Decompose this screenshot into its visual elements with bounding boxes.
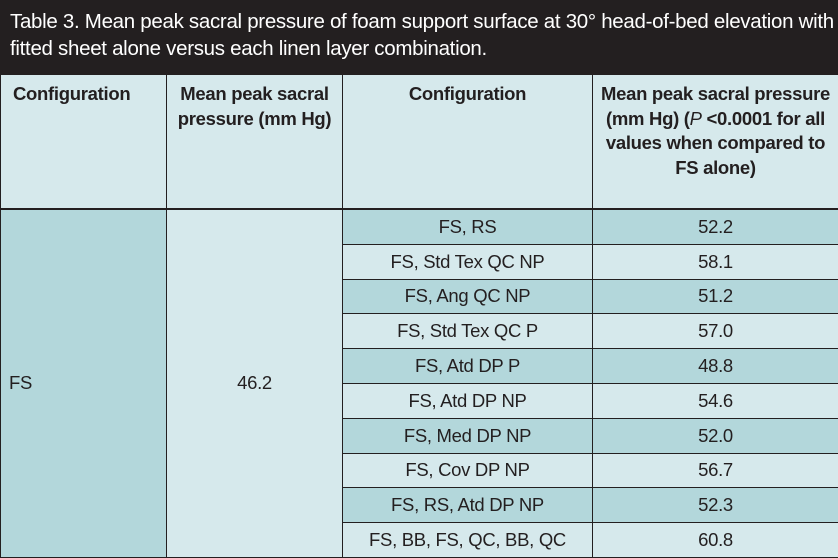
table-row: FS, Atd DP NP 54.6 xyxy=(1,382,838,419)
configuration-cell: FS, Ang QC NP xyxy=(342,278,593,315)
table-row: FS, Med DP NP 52.0 xyxy=(1,417,838,454)
configuration-cell: FS, Std Tex QC P xyxy=(342,313,593,350)
baseline-pressure: 46.2 xyxy=(166,208,343,558)
table-title: Table 3. Mean peak sacral pressure of fo… xyxy=(10,10,834,60)
configuration-cell: FS, RS, Atd DP NP xyxy=(342,487,593,524)
configuration-cell: FS, Cov DP NP xyxy=(342,452,593,489)
configuration-cell: FS, Std Tex QC NP xyxy=(342,243,593,280)
header-mean-pressure: Mean peak sacral pressure (mm Hg) xyxy=(166,74,343,210)
pressure-table: Configuration Mean peak sacral pressure … xyxy=(0,74,838,558)
pressure-cell: 56.7 xyxy=(592,452,838,489)
pressure-cell: 52.3 xyxy=(592,487,838,524)
table-row: FS 46.2 FS, RS 52.2 xyxy=(0,208,838,558)
header-configuration-2: Configuration xyxy=(342,74,593,210)
pressure-cell: 57.0 xyxy=(592,313,838,350)
pressure-cell: 52.0 xyxy=(592,417,838,454)
configuration-cell: FS, Atd DP NP xyxy=(342,382,593,419)
header-text: Mean peak sacral pressure (mm Hg) ( xyxy=(600,83,831,129)
p-italic: P xyxy=(689,107,702,129)
baseline-configuration: FS xyxy=(0,208,167,558)
table-row: FS, Ang QC NP 51.2 xyxy=(1,278,838,315)
table-row: FS, Std Tex QC P 57.0 xyxy=(1,313,838,350)
table-row: FS, RS, Atd DP NP 52.3 xyxy=(1,487,838,524)
header-text: <0.0001 for all values when compared to … xyxy=(605,107,826,178)
configuration-cell: FS, Med DP NP xyxy=(342,417,593,454)
configuration-cell: FS, Atd DP P xyxy=(342,348,593,384)
table-row: FS, Atd DP P 48.8 xyxy=(1,348,838,384)
pressure-cell: 54.6 xyxy=(592,382,838,419)
pressure-cell: 48.8 xyxy=(592,348,838,384)
header-configuration: Configuration xyxy=(0,74,167,210)
table-row: FS, Cov DP NP 56.7 xyxy=(1,452,838,489)
table-row: FS, BB, FS, QC, BB, QC 60.8 xyxy=(1,522,838,558)
pressure-cell: 60.8 xyxy=(592,522,838,558)
header-mean-pressure-p: Mean peak sacral pressure (mm Hg) (P <0.… xyxy=(592,74,838,210)
pressure-cell: 52.2 xyxy=(592,208,838,245)
table-row: FS, Std Tex QC NP 58.1 xyxy=(1,243,838,280)
configuration-cell: FS, RS xyxy=(342,208,593,245)
configuration-cell: FS, BB, FS, QC, BB, QC xyxy=(342,522,593,558)
pressure-cell: 51.2 xyxy=(592,278,838,315)
pressure-cell: 58.1 xyxy=(592,243,838,280)
header-row: Configuration Mean peak sacral pressure … xyxy=(0,74,838,210)
